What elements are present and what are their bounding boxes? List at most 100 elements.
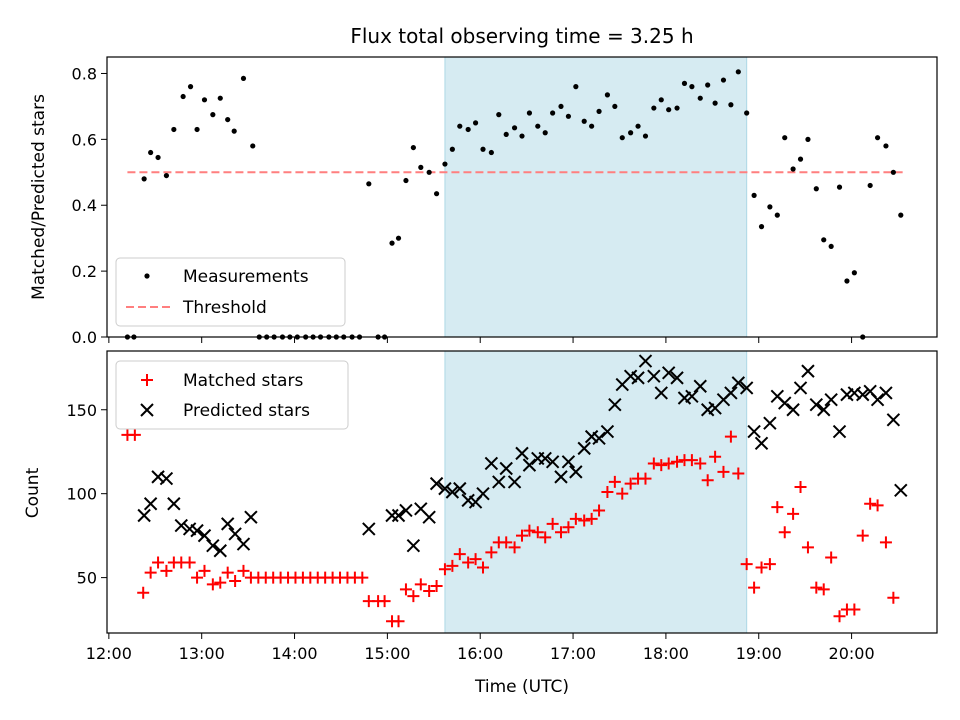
measurement-point — [465, 126, 471, 133]
measurement-point — [735, 69, 741, 75]
matched-point — [356, 571, 369, 584]
matched-point — [446, 559, 459, 572]
measurement-point — [148, 149, 154, 156]
matched-point — [221, 566, 234, 579]
x-tick-label: 12:00 — [86, 644, 132, 663]
matched-point — [392, 615, 405, 628]
legend-measurements-marker — [144, 273, 150, 279]
predicted-point — [228, 527, 242, 541]
predicted-point — [879, 386, 893, 400]
measurement-point — [689, 84, 695, 90]
measurement-point — [210, 112, 216, 118]
top-legend-box — [115, 257, 346, 327]
matched-point — [833, 610, 846, 623]
measurement-point — [782, 135, 788, 141]
matched-point — [856, 529, 869, 542]
legend-threshold-label: Threshold — [182, 298, 267, 318]
measurement-point — [628, 130, 634, 136]
predicted-point — [870, 392, 885, 407]
matched-point — [229, 574, 242, 587]
matched-point — [508, 541, 521, 554]
predicted-point — [809, 398, 824, 412]
bottom-legend-box — [115, 360, 349, 430]
measurement-point — [217, 95, 223, 101]
matched-point — [469, 553, 482, 566]
matched-point — [616, 487, 629, 500]
measurement-point — [805, 136, 811, 142]
matched-point — [879, 536, 892, 549]
predicted-point — [429, 476, 444, 491]
measurement-point — [542, 130, 548, 136]
measurement-point — [705, 82, 711, 88]
measurement-point — [526, 110, 533, 116]
matched-point — [516, 529, 528, 542]
matched-point — [794, 480, 807, 493]
matched-point — [755, 561, 768, 574]
matched-point — [539, 531, 552, 544]
measurement-point — [744, 110, 750, 116]
matched-point — [160, 564, 173, 577]
matched-point — [662, 457, 675, 470]
predicted-point — [856, 387, 870, 402]
measurement-point — [163, 172, 170, 179]
matched-point — [778, 526, 791, 539]
matched-point — [453, 548, 466, 561]
predicted-point — [522, 458, 537, 472]
measurement-point — [389, 240, 395, 246]
matched-point — [694, 457, 707, 470]
predicted-point — [236, 537, 251, 551]
y-tick-label: 0.2 — [72, 262, 97, 281]
matched-point — [763, 558, 776, 571]
measurement-point — [821, 237, 827, 243]
predicted-point — [661, 366, 676, 380]
predicted-point — [647, 369, 661, 383]
measurement-point — [418, 164, 424, 170]
predicted-point — [538, 451, 552, 466]
measurement-point — [565, 113, 572, 119]
matched-point — [732, 467, 745, 480]
measurement-point — [851, 270, 857, 276]
measurement-point — [457, 123, 463, 129]
x-tick-label: 18:00 — [643, 644, 689, 663]
matched-point — [817, 583, 830, 596]
measurement-point — [720, 77, 727, 83]
matched-point — [152, 556, 165, 569]
measurement-point — [883, 143, 889, 149]
predicted-point — [786, 403, 800, 417]
measurement-point — [828, 243, 834, 250]
matched-point — [477, 561, 490, 574]
predicted-point — [159, 471, 174, 486]
measurement-point — [596, 108, 602, 114]
matched-point — [144, 566, 157, 579]
y-tick-label: 150 — [66, 401, 97, 420]
measurement-point — [612, 103, 618, 110]
measurement-point — [681, 80, 688, 86]
matched-point — [430, 580, 443, 592]
matched-point — [546, 517, 559, 530]
predicted-point — [422, 510, 436, 524]
predicted-point — [220, 517, 235, 531]
x-tick-label: 13:00 — [179, 644, 225, 663]
predicted-point — [763, 416, 777, 430]
matched-point — [771, 501, 784, 514]
top-panel-frame — [106, 56, 938, 338]
matched-point — [709, 450, 722, 463]
measurement-point — [751, 192, 757, 198]
matched-point — [717, 465, 730, 478]
predicted-point — [362, 522, 376, 536]
matched-point — [685, 454, 698, 467]
legend-matched-marker — [141, 374, 153, 386]
matched-point — [399, 583, 412, 596]
bottom-panel: 50 100 150 12:00 13:00 14:00 15:00 16:00 17:00 18… — [66, 350, 938, 663]
matched-point — [414, 578, 427, 591]
predicted-point — [499, 461, 513, 476]
predicted-point — [886, 413, 901, 427]
matched-point — [887, 591, 900, 604]
predicted-point — [476, 486, 490, 501]
measurement-point — [511, 125, 518, 131]
x-tick-label: 17:00 — [550, 644, 596, 663]
predicted-point — [739, 381, 754, 395]
predicted-point — [778, 396, 792, 410]
measurement-point — [225, 116, 231, 123]
measurement-point — [410, 144, 416, 151]
